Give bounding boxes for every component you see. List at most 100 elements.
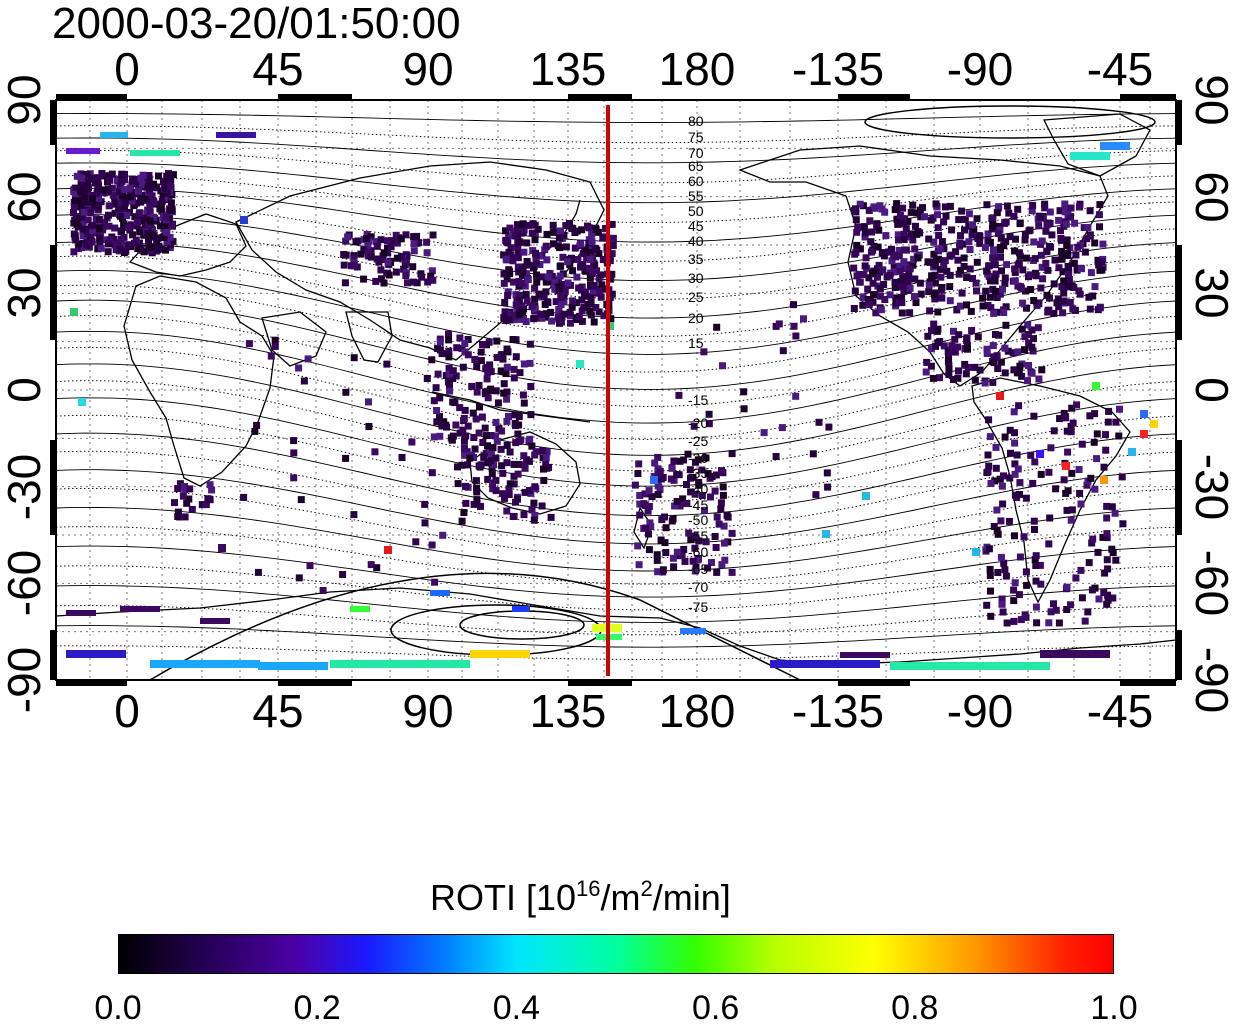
roti-cell [150,198,158,206]
roti-cell [543,230,551,238]
roti-cell [590,318,598,326]
roti-cell [792,332,800,340]
roti-cell [651,459,659,467]
roti-cell [999,285,1006,293]
roti-cell [634,542,642,550]
roti-cell [1040,650,1110,658]
roti-cell [134,245,142,253]
roti-cell [875,261,883,269]
roti-cell [418,273,426,281]
north-america-outline [738,145,1109,387]
roti-cell [770,660,880,668]
roti-cell [669,554,677,562]
roti-cell [460,437,468,445]
roti-cell [998,595,1006,603]
roti-cell [383,360,391,368]
roti-cell [740,405,748,413]
roti-cell [70,209,77,216]
roti-cell [578,296,586,304]
roti-cell [609,234,617,242]
roti-cell [153,184,160,192]
roti-cell [575,284,583,292]
roti-cell [965,210,973,218]
roti-cell [823,469,831,477]
roti-cell [760,429,768,437]
roti-cell [1069,419,1077,427]
roti-cell [1005,517,1013,525]
roti-cell [482,365,490,373]
roti-cell [1011,429,1018,437]
roti-cell [998,600,1006,608]
roti-cell [519,279,526,287]
frame-tick [278,680,352,686]
roti-cell [438,350,446,358]
roti-cell [1037,251,1045,259]
roti-cell [692,563,700,571]
roti-cell [931,291,938,299]
roti-cell [644,507,652,515]
roti-cell [539,447,547,455]
roti-cell [876,285,884,293]
contour-label: 80 [688,113,704,129]
roti-cell [859,301,867,309]
roti-cell [899,273,907,281]
roti-cell [983,267,991,275]
roti-cell [362,235,370,242]
roti-cell [926,258,934,266]
roti-cell [997,253,1004,261]
roti-cell [1030,297,1038,304]
contour-label: -20 [688,415,708,431]
roti-cell [1030,412,1038,420]
roti-cell [635,561,643,569]
roti-cell [989,378,997,386]
roti-cell [1085,559,1093,567]
roti-cell [940,342,948,350]
roti-cell [954,343,962,351]
roti-cell [976,233,984,241]
roti-cell [675,471,683,479]
roti-cell [1000,472,1007,480]
roti-cell [471,445,479,453]
roti-cell [856,278,864,286]
bot-lbl-0: 0 [114,685,140,737]
roti-cell [487,450,495,458]
roti-cell [713,513,721,521]
roti-cell [1066,298,1074,306]
roti-cell [936,374,943,382]
roti-cell [478,413,486,421]
roti-cell [487,368,495,376]
roti-cell [500,279,508,287]
roti-cell [97,244,105,252]
roti-cell [387,243,395,251]
roti-cell [1045,619,1053,627]
contour-line [149,572,801,681]
roti-cell [487,432,495,439]
roti-cell [937,294,945,302]
roti-cell [648,493,656,501]
roti-cell [691,567,699,575]
roti-cell [985,545,993,553]
roti-cell [95,225,103,233]
roti-cell [1076,290,1084,298]
roti-cell [1089,535,1097,543]
roti-cell [941,257,949,265]
roti-cell [993,527,1001,535]
roti-cell [930,320,938,328]
roti-cell [877,306,885,314]
roti-cell [707,493,714,501]
roti-cell [659,566,667,574]
roti-cell [445,330,452,338]
roti-cell [1073,266,1081,274]
top-lbl-5: -135 [791,43,885,95]
roti-cell [1010,408,1018,416]
roti-cell [549,221,557,229]
roti-cell [340,251,348,258]
roti-cell [461,406,469,414]
roti-cell [581,288,589,296]
roti-cell [487,457,495,465]
roti-cell [445,370,453,378]
roti-cell [946,283,954,291]
roti-cell [198,501,206,509]
roti-cell [986,239,994,247]
roti-cell [992,287,1000,295]
